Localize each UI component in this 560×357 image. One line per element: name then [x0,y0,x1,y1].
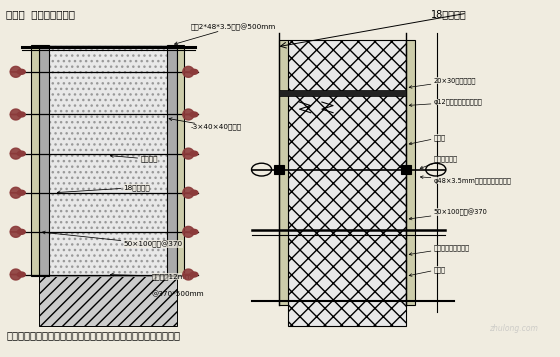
Text: @370*500mm: @370*500mm [152,290,204,297]
Circle shape [17,272,25,277]
Polygon shape [183,226,194,232]
Text: -3×40×40止水环: -3×40×40止水环 [169,118,242,130]
Text: 18厚胶合板: 18厚胶合板 [431,10,466,20]
Bar [176,45,184,276]
Polygon shape [10,275,21,280]
Bar [31,45,39,276]
Polygon shape [10,193,21,198]
Bar [288,40,405,326]
Circle shape [17,69,25,74]
Text: 防水砼墙水平施工缝、止水钢板及止水螺杆、模板支撑大样（一）: 防水砼墙水平施工缝、止水钢板及止水螺杆、模板支撑大样（一） [6,330,180,340]
Text: （七）  模板支撑大样：: （七） 模板支撑大样： [6,10,75,20]
Polygon shape [10,72,21,77]
Polygon shape [183,72,194,77]
Polygon shape [183,187,194,193]
Polygon shape [10,187,21,193]
Circle shape [190,272,198,277]
Polygon shape [183,66,194,72]
Bar [401,165,411,174]
Text: 对拉螺栓12mm: 对拉螺栓12mm [110,273,192,280]
Bar [405,40,414,305]
Polygon shape [183,269,194,275]
Polygon shape [10,226,21,232]
Bar [167,45,176,276]
Polygon shape [10,154,21,159]
Text: 限位销: 限位销 [409,134,446,145]
Circle shape [190,229,198,234]
Polygon shape [183,193,194,198]
Polygon shape [10,269,21,275]
Polygon shape [183,109,194,115]
Polygon shape [183,148,194,154]
Bar [49,45,167,276]
Polygon shape [183,154,194,159]
Circle shape [190,112,198,117]
Text: 50×100松方@370: 50×100松方@370 [43,231,183,248]
Circle shape [190,69,198,74]
Polygon shape [10,115,21,120]
Circle shape [17,190,25,195]
Text: 18厚木垫块: 18厚木垫块 [57,184,150,194]
Circle shape [17,229,25,234]
Text: 基台、底板、地构板: 基台、底板、地构板 [409,245,470,255]
Circle shape [190,151,198,156]
Text: φ12钢筋焊装固定止水片: φ12钢筋焊装固定止水片 [409,99,482,106]
Circle shape [17,151,25,156]
Text: 大棱2*48*3.5钢管@500mm: 大棱2*48*3.5钢管@500mm [175,24,276,45]
Polygon shape [183,275,194,280]
Polygon shape [10,232,21,237]
Bar [39,276,176,326]
Text: 50×100松方@370: 50×100松方@370 [409,208,488,220]
Polygon shape [10,66,21,72]
Text: 20×30膨胀止水条: 20×30膨胀止水条 [409,77,476,88]
Text: zhulong.com: zhulong.com [489,324,538,333]
Text: 墙插筋: 墙插筋 [409,266,446,276]
Polygon shape [183,115,194,120]
Bar [39,45,49,276]
Circle shape [190,190,198,195]
Bar [279,40,288,305]
Polygon shape [10,109,21,115]
Text: 专用钢塑垫件: 专用钢塑垫件 [420,156,458,169]
Bar [274,165,284,174]
Polygon shape [10,148,21,154]
Text: 止水螺杆: 止水螺杆 [110,155,158,162]
Circle shape [17,112,25,117]
Text: φ48×3.5mm钢管加山型垫件固定: φ48×3.5mm钢管加山型垫件固定 [421,176,511,183]
Bar [279,90,405,96]
Polygon shape [183,232,194,237]
